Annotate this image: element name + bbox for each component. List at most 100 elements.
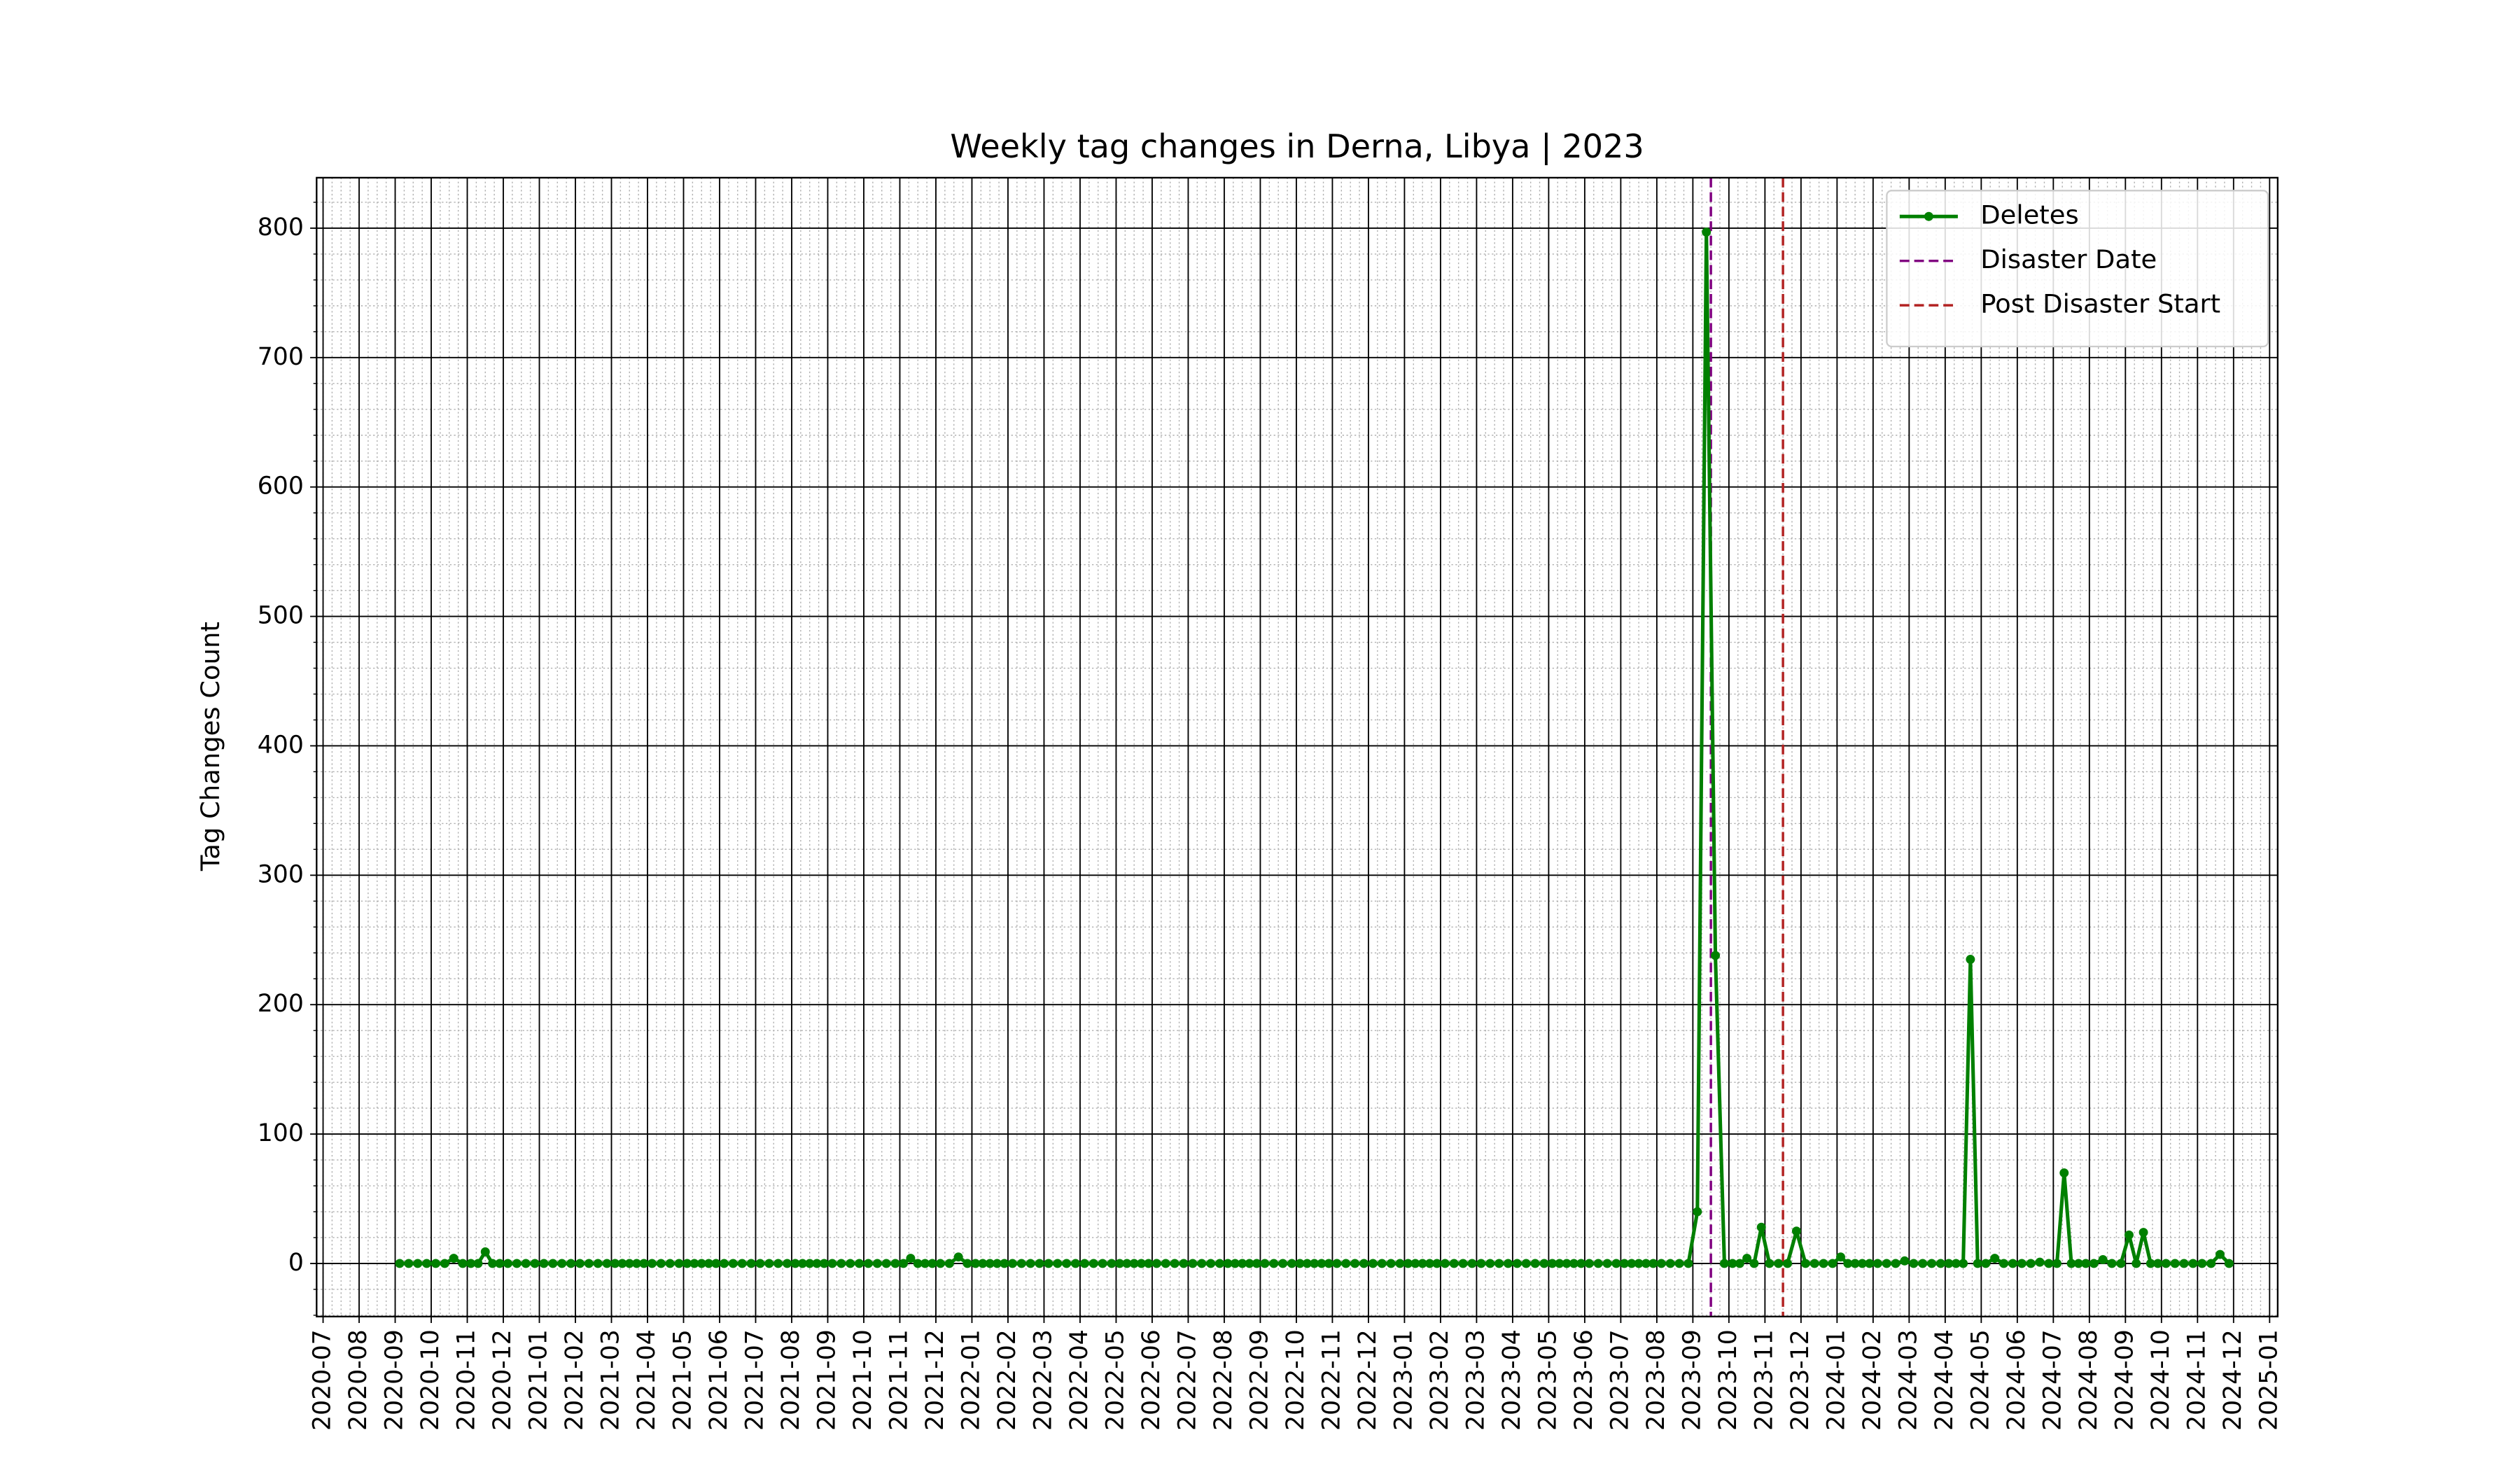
data-point bbox=[1458, 1259, 1468, 1268]
data-point bbox=[2138, 1228, 2148, 1238]
legend-label: Deletes bbox=[1980, 200, 2079, 230]
data-point bbox=[584, 1259, 594, 1268]
data-point bbox=[1188, 1259, 1198, 1268]
data-point bbox=[881, 1259, 891, 1268]
data-point bbox=[2066, 1259, 2076, 1268]
data-point bbox=[1973, 1259, 1982, 1268]
x-tick-label: 2021-07 bbox=[741, 1329, 769, 1431]
data-point bbox=[783, 1259, 792, 1268]
x-tick-label: 2023-02 bbox=[1426, 1329, 1454, 1431]
x-tick-label: 2020-11 bbox=[453, 1329, 481, 1431]
data-point bbox=[1404, 1259, 1413, 1268]
data-point bbox=[1440, 1259, 1450, 1268]
y-tick-label: 400 bbox=[258, 731, 304, 759]
data-point bbox=[1783, 1259, 1793, 1268]
data-point bbox=[690, 1259, 699, 1268]
data-point bbox=[935, 1259, 945, 1268]
data-point bbox=[2216, 1250, 2225, 1259]
data-point bbox=[1295, 1259, 1305, 1268]
data-point bbox=[1648, 1259, 1658, 1268]
y-tick-label: 100 bbox=[258, 1119, 304, 1147]
data-point bbox=[1129, 1259, 1139, 1268]
data-point bbox=[1410, 1259, 1420, 1268]
x-tick-label: 2020-07 bbox=[309, 1329, 337, 1431]
data-point bbox=[899, 1259, 909, 1268]
data-point bbox=[1756, 1222, 1766, 1232]
data-point bbox=[602, 1259, 612, 1268]
data-point bbox=[978, 1259, 988, 1268]
data-point bbox=[1476, 1259, 1486, 1268]
x-tick-label: 2024-10 bbox=[2147, 1329, 2175, 1431]
data-point bbox=[548, 1259, 558, 1268]
data-point bbox=[2089, 1259, 2099, 1268]
data-point bbox=[449, 1254, 458, 1264]
data-point bbox=[1857, 1259, 1867, 1268]
y-tick-label: 0 bbox=[288, 1249, 304, 1277]
x-tick-label: 2024-11 bbox=[2183, 1329, 2211, 1431]
data-point bbox=[512, 1259, 522, 1268]
data-point bbox=[1302, 1259, 1312, 1268]
data-point bbox=[1891, 1259, 1900, 1268]
data-point bbox=[1735, 1259, 1744, 1268]
x-tick-label: 2021-01 bbox=[525, 1329, 553, 1431]
data-point bbox=[746, 1259, 756, 1268]
x-tick-label: 2023-07 bbox=[1606, 1329, 1634, 1431]
data-point bbox=[927, 1259, 937, 1268]
data-point bbox=[1287, 1259, 1296, 1268]
x-tick-label: 2023-01 bbox=[1390, 1329, 1418, 1431]
x-tick-label: 2020-08 bbox=[344, 1329, 372, 1431]
data-point bbox=[719, 1259, 729, 1268]
data-point bbox=[2073, 1259, 2083, 1268]
data-point bbox=[2161, 1259, 2171, 1268]
data-point bbox=[1206, 1259, 1216, 1268]
data-point bbox=[2026, 1259, 2036, 1268]
data-point bbox=[1843, 1259, 1853, 1268]
data-point bbox=[797, 1259, 807, 1268]
data-point bbox=[846, 1259, 855, 1268]
data-point bbox=[827, 1259, 837, 1268]
data-point bbox=[1539, 1259, 1549, 1268]
data-point bbox=[473, 1259, 483, 1268]
data-point bbox=[682, 1259, 692, 1268]
data-point bbox=[1317, 1259, 1326, 1268]
data-point bbox=[422, 1259, 432, 1268]
data-point bbox=[1386, 1259, 1396, 1268]
data-point bbox=[1981, 1259, 1991, 1268]
data-point bbox=[1115, 1259, 1125, 1268]
data-point bbox=[1062, 1259, 1072, 1268]
data-point bbox=[1951, 1259, 1961, 1268]
x-tick-label: 2021-09 bbox=[813, 1329, 841, 1431]
data-point bbox=[1521, 1259, 1531, 1268]
x-tick-label: 2025-01 bbox=[2255, 1329, 2283, 1431]
data-point bbox=[1850, 1259, 1860, 1268]
x-tick-label: 2023-11 bbox=[1750, 1329, 1778, 1431]
x-tick-label: 2024-12 bbox=[2219, 1329, 2247, 1431]
x-tick-label: 2024-04 bbox=[1931, 1329, 1959, 1431]
chart-title: Weekly tag changes in Derna, Libya | 202… bbox=[950, 127, 1644, 166]
x-tick-label: 2021-03 bbox=[597, 1329, 625, 1431]
y-tick-label: 700 bbox=[258, 343, 304, 371]
x-tick-label: 2022-10 bbox=[1282, 1329, 1310, 1431]
data-point bbox=[1909, 1259, 1919, 1268]
x-tick-label: 2023-12 bbox=[1786, 1329, 1814, 1431]
data-point bbox=[1749, 1259, 1759, 1268]
data-point bbox=[2206, 1259, 2216, 1268]
data-point bbox=[1966, 955, 1975, 964]
data-point bbox=[2008, 1259, 2017, 1268]
data-point bbox=[1530, 1259, 1540, 1268]
data-point bbox=[971, 1259, 981, 1268]
data-point bbox=[1432, 1259, 1442, 1268]
data-point bbox=[1424, 1259, 1434, 1268]
data-point bbox=[993, 1259, 1002, 1268]
data-point bbox=[1576, 1259, 1586, 1268]
data-point bbox=[2153, 1259, 2163, 1268]
x-tick-label: 2024-02 bbox=[1858, 1329, 1886, 1431]
data-point bbox=[610, 1259, 620, 1268]
data-point bbox=[2188, 1259, 2198, 1268]
data-point bbox=[2107, 1259, 2117, 1268]
data-point bbox=[1555, 1259, 1564, 1268]
data-point bbox=[2059, 1168, 2069, 1178]
data-point bbox=[1053, 1259, 1063, 1268]
data-point bbox=[1368, 1259, 1378, 1268]
